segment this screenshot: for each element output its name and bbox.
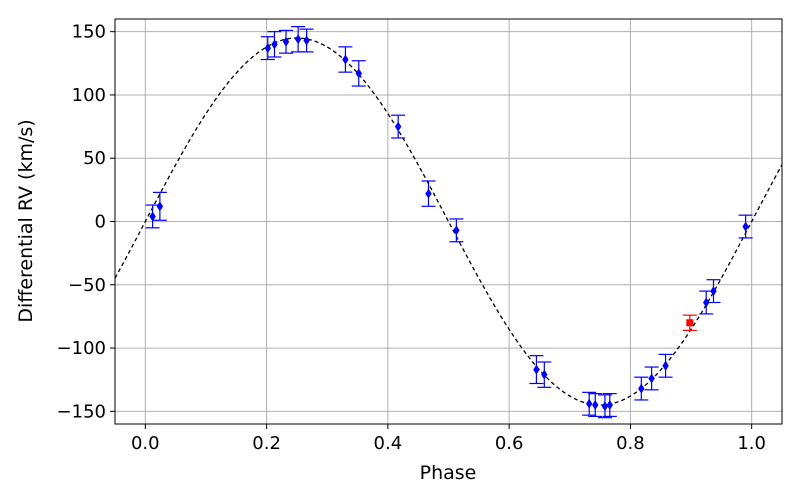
data-point <box>644 366 659 391</box>
diamond-marker <box>742 221 749 232</box>
y-tick-label: 50 <box>83 148 106 169</box>
data-point <box>682 314 697 331</box>
diamond-marker <box>156 201 164 212</box>
data-point <box>145 204 160 229</box>
model-curve <box>114 37 783 406</box>
diamond-marker <box>638 383 645 394</box>
diamond-marker <box>710 286 717 297</box>
x-tick-label: 0.4 <box>374 433 403 454</box>
diamond-marker <box>271 39 278 50</box>
diamond-marker <box>606 400 613 411</box>
data-point <box>602 393 617 418</box>
diamond-marker <box>453 225 460 236</box>
grid <box>115 19 782 424</box>
data-point <box>537 361 552 388</box>
x-axis-label: Phase <box>420 462 477 484</box>
diamond-marker <box>703 297 710 308</box>
data-point <box>449 218 464 243</box>
x-tick-label: 0.8 <box>616 433 645 454</box>
diamond-marker <box>355 68 362 79</box>
data-point <box>529 355 544 385</box>
diamond-marker <box>662 360 669 371</box>
diamond-marker <box>303 35 310 46</box>
diamond-marker <box>585 398 593 409</box>
y-tick-label: 0 <box>95 212 106 233</box>
y-tick-label: −100 <box>57 338 106 359</box>
data-point <box>351 60 366 87</box>
diamond-marker <box>592 400 599 411</box>
x-tick-label: 1.0 <box>737 433 766 454</box>
y-tick-label: 150 <box>72 22 106 43</box>
data-point <box>152 191 167 221</box>
diamond-marker <box>342 54 349 65</box>
data-point <box>338 46 353 73</box>
data-point <box>278 29 293 54</box>
series-0 <box>145 25 753 419</box>
diamond-marker <box>541 369 548 380</box>
y-tick-label: −50 <box>68 275 106 296</box>
x-tick-label: 0.0 <box>131 433 160 454</box>
data-point <box>291 25 306 53</box>
x-tick-label: 0.2 <box>252 433 281 454</box>
data-point <box>582 391 597 416</box>
data-point <box>588 393 603 418</box>
data-point <box>421 180 436 207</box>
diamond-marker <box>149 211 156 222</box>
data-point <box>738 214 753 239</box>
diamond-marker <box>282 36 290 47</box>
x-tick-label: 0.6 <box>495 433 524 454</box>
square-marker <box>686 319 694 327</box>
diamond-marker <box>533 364 540 375</box>
data-point <box>391 114 406 139</box>
diamond-marker <box>601 401 609 412</box>
y-tick-label: 100 <box>72 85 106 106</box>
diamond-marker <box>264 43 272 54</box>
diamond-marker <box>425 188 432 199</box>
data-point <box>299 28 314 53</box>
diamond-marker <box>294 34 302 45</box>
data-point <box>706 279 721 304</box>
y-axis-label: Differential RV (km/s) <box>15 119 37 322</box>
model-curve-layer <box>114 37 783 406</box>
series-1 <box>682 314 697 331</box>
y-tick-label: −150 <box>57 401 106 422</box>
x-axis-ticks: 0.0 0.2 0.4 0.6 0.8 1.0 <box>131 424 766 454</box>
diamond-marker <box>648 373 655 384</box>
diamond-marker <box>394 121 402 132</box>
data-point <box>260 36 275 61</box>
y-axis-ticks: −150 −100 −50 0 50 100 150 <box>57 22 115 422</box>
data-points-layer <box>145 25 753 419</box>
data-point <box>634 376 649 401</box>
data-point <box>267 31 282 58</box>
data-point <box>658 353 673 378</box>
